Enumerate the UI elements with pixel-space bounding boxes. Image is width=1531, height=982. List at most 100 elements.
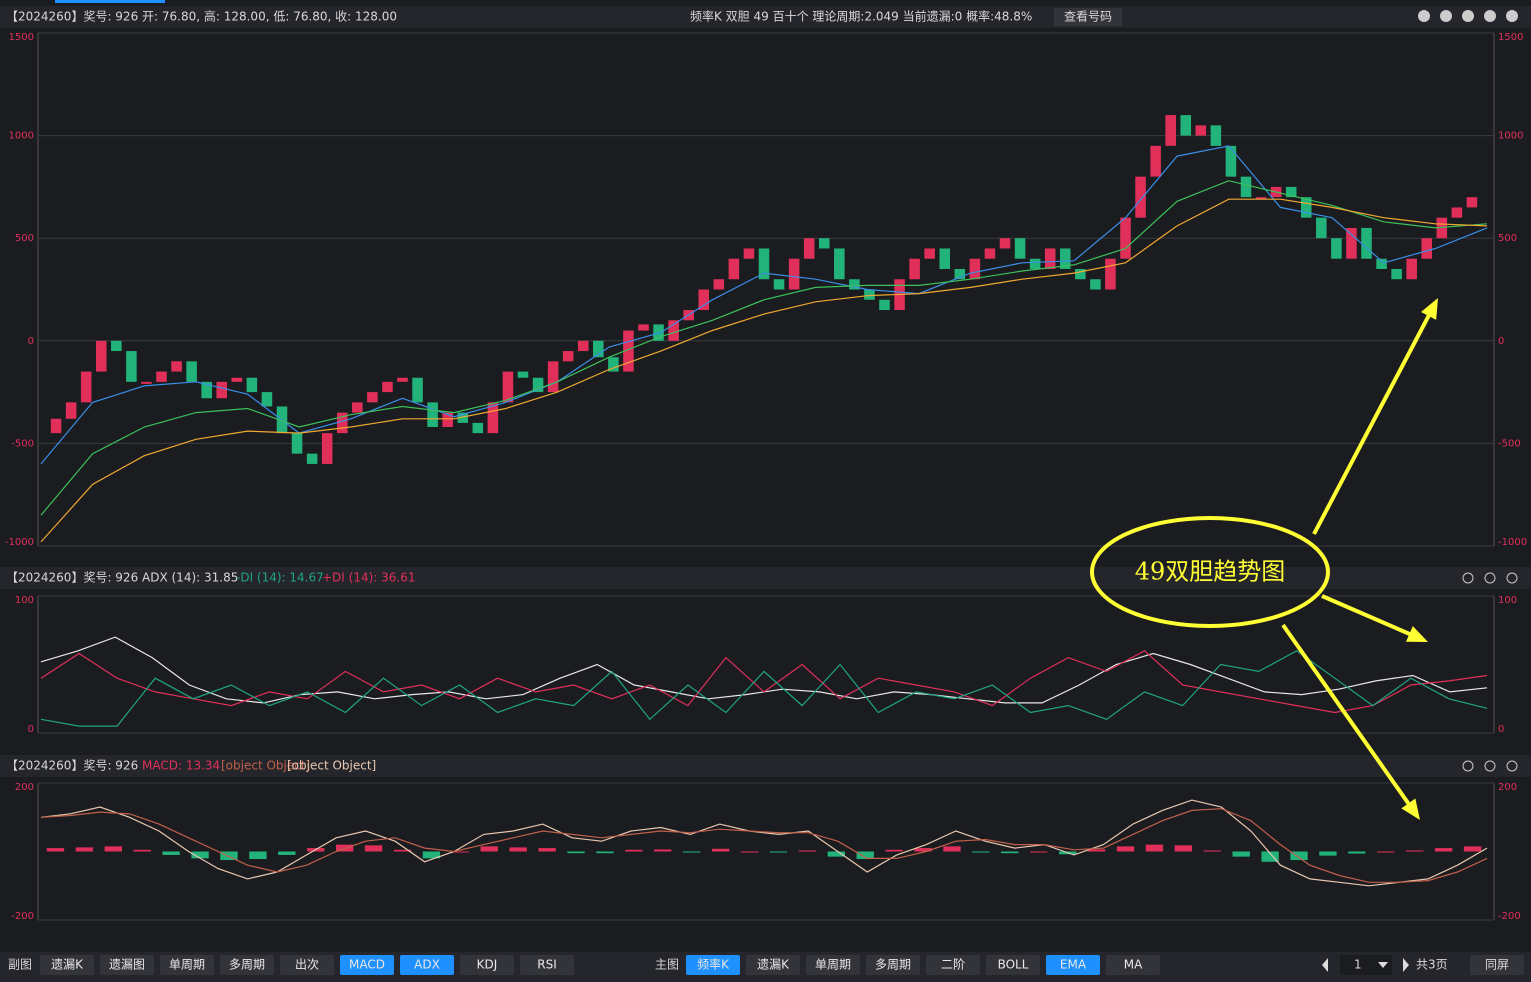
panel-icon[interactable] <box>1462 760 1474 772</box>
candle <box>608 357 619 372</box>
macd-bar <box>943 846 961 852</box>
candle <box>171 361 182 372</box>
header-icon[interactable] <box>1484 10 1496 22</box>
toolbar-button[interactable] <box>520 955 574 975</box>
toolbar-button-label[interactable]: RSI <box>537 958 557 972</box>
macd-bar <box>856 851 874 860</box>
toolbar-button[interactable] <box>220 955 274 975</box>
candle <box>1029 258 1041 269</box>
header-icon[interactable] <box>1462 10 1474 22</box>
toolbar-button[interactable] <box>746 955 800 975</box>
toolbar-button-label[interactable]: BOLL <box>998 958 1029 972</box>
candle <box>864 289 875 300</box>
page-select[interactable] <box>1340 955 1392 975</box>
adx-line <box>40 650 1488 727</box>
candle <box>954 268 966 280</box>
toolbar-button[interactable] <box>280 955 334 975</box>
candle <box>472 422 484 434</box>
ema-line <box>40 198 1488 543</box>
macd-bar <box>1261 851 1279 862</box>
candle <box>457 412 469 423</box>
next-page[interactable] <box>1403 958 1409 972</box>
macd-bar <box>711 848 730 852</box>
macd-bar <box>1145 844 1164 852</box>
toolbar-button-label[interactable]: 遗漏图 <box>109 958 145 972</box>
toolbar-button[interactable] <box>400 955 454 975</box>
toolbar-button[interactable] <box>100 955 154 975</box>
toolbar-button-label[interactable]: 多周期 <box>875 958 911 972</box>
toolbar-button-label[interactable]: 多周期 <box>229 958 265 972</box>
panel-icon[interactable] <box>1484 760 1496 772</box>
toolbar-button-label[interactable]: 出次 <box>295 958 319 972</box>
toolbar-button[interactable] <box>1046 955 1100 975</box>
panel-icon[interactable] <box>1506 760 1518 772</box>
toolbar-button-label[interactable]: 单周期 <box>815 958 851 972</box>
candle <box>834 248 845 280</box>
toolbar-button-label[interactable]: MACD <box>349 958 385 972</box>
prev-page[interactable] <box>1322 958 1328 972</box>
candle <box>126 351 137 382</box>
toolbar-button-label[interactable]: 遗漏K <box>51 958 84 972</box>
header-icon[interactable] <box>1440 10 1452 22</box>
toolbar-button[interactable] <box>160 955 214 975</box>
candle <box>95 340 107 372</box>
candle <box>1316 217 1327 239</box>
panel-icon[interactable] <box>1484 572 1496 584</box>
view-button[interactable] <box>1054 8 1122 26</box>
candle <box>1135 176 1146 218</box>
toolbar-button[interactable] <box>986 955 1040 975</box>
candle <box>517 371 529 378</box>
toolbar-button-label[interactable]: 频率K <box>697 957 730 972</box>
candle <box>141 381 152 384</box>
candle <box>382 381 393 393</box>
candle <box>939 248 951 269</box>
toolbar-button-label[interactable]: 遗漏K <box>757 958 790 972</box>
candle <box>879 299 890 311</box>
adx-minus-di: -DI (14): 14.67 <box>236 571 324 585</box>
header-icon[interactable] <box>1418 10 1430 22</box>
macd-bar <box>683 851 701 853</box>
toolbar-button[interactable] <box>866 955 920 975</box>
ema-line <box>40 180 1488 516</box>
toolbar-button-label[interactable]: EMA <box>1060 958 1087 972</box>
candle <box>547 361 559 393</box>
candle <box>502 371 514 403</box>
toolbar-button-label[interactable]: MA <box>1124 958 1143 972</box>
toolbar-button-label[interactable]: 单周期 <box>169 958 205 972</box>
panel-icon[interactable] <box>1462 572 1474 584</box>
header-icon[interactable] <box>1506 10 1518 22</box>
candle <box>50 418 62 434</box>
same-screen-button[interactable] <box>1470 955 1524 975</box>
toolbar-button[interactable] <box>460 955 514 975</box>
macd-bar <box>885 849 903 852</box>
candle <box>186 361 197 382</box>
candle <box>1466 197 1478 208</box>
toolbar-button[interactable] <box>40 955 94 975</box>
candle <box>156 371 167 382</box>
candle <box>1059 248 1071 269</box>
arrow-head <box>1420 298 1438 320</box>
candle <box>111 340 122 352</box>
macd-bar <box>104 846 122 852</box>
dropdown-arrow[interactable] <box>1378 962 1388 968</box>
candle <box>216 381 228 399</box>
candle <box>1300 197 1312 218</box>
toolbar-button[interactable] <box>926 955 980 975</box>
toolbar-button[interactable] <box>340 955 394 975</box>
toolbar-button-label[interactable]: 二阶 <box>941 958 965 972</box>
candle <box>306 453 318 464</box>
macd-bar <box>654 849 672 852</box>
annotation-text: 49双胆趋势图 <box>1135 558 1286 586</box>
toolbar-button[interactable] <box>686 955 740 975</box>
toolbar-button-label[interactable]: ADX <box>414 958 440 972</box>
toolbar-button[interactable] <box>806 955 860 975</box>
view-button-label[interactable]: 查看号码 <box>1064 10 1112 24</box>
candle <box>1406 258 1417 280</box>
panel-icon[interactable] <box>1506 572 1518 584</box>
candle <box>969 258 981 280</box>
page-number[interactable]: 1 <box>1354 958 1362 972</box>
candle <box>1075 268 1086 280</box>
toolbar-button[interactable] <box>1106 955 1160 975</box>
same-screen-label[interactable]: 同屏 <box>1485 958 1509 972</box>
toolbar-button-label[interactable]: KDJ <box>477 958 498 972</box>
